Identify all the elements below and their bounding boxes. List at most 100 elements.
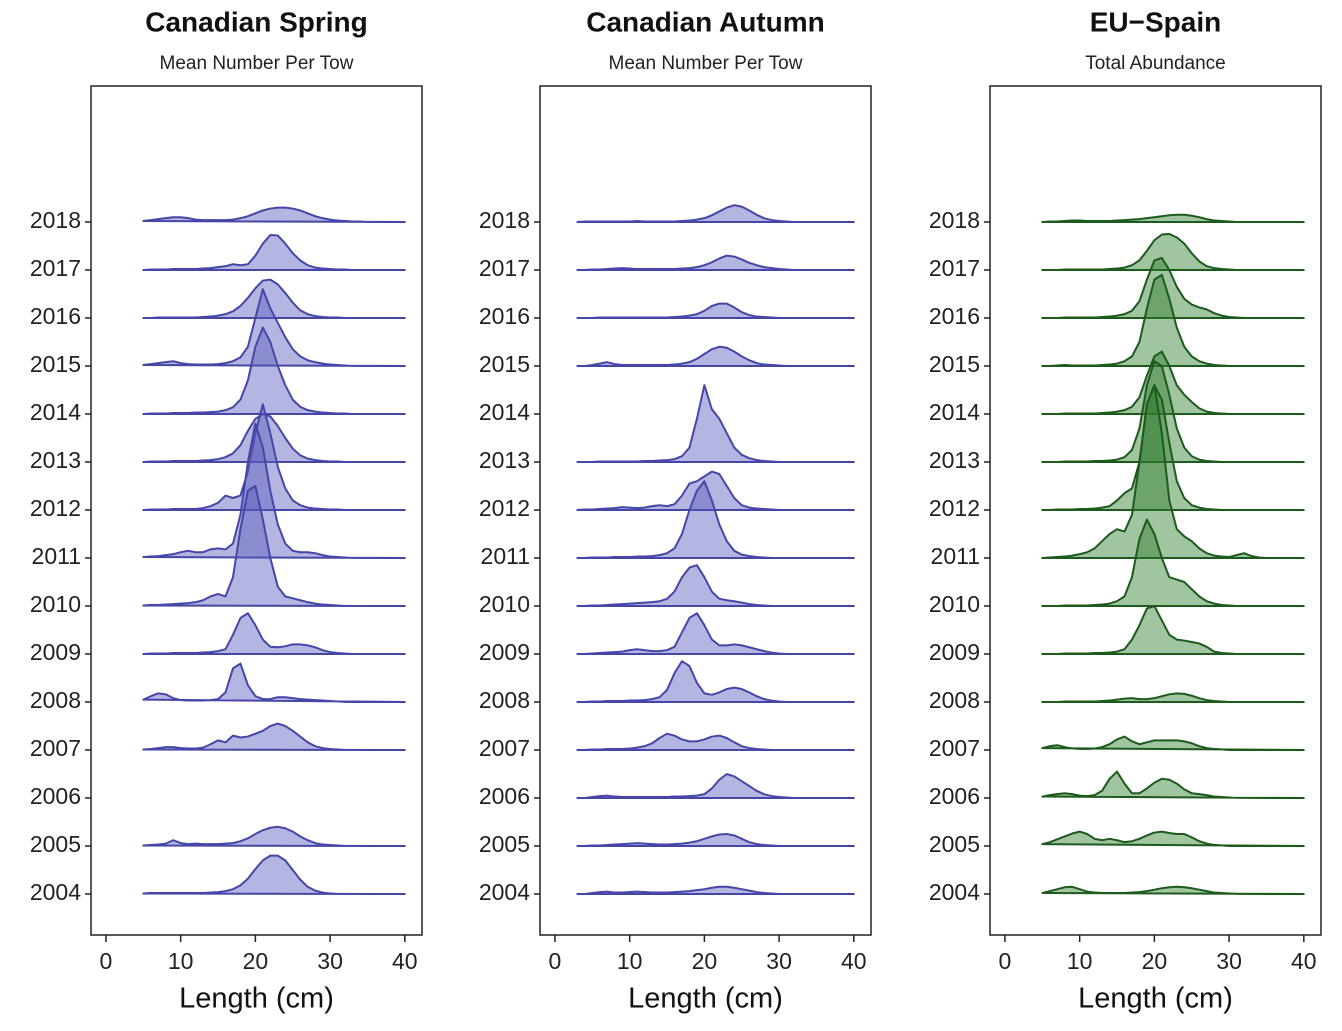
y-tick-label: 2017 xyxy=(479,255,530,281)
x-tick-label: 40 xyxy=(841,948,867,974)
y-tick-label: 2013 xyxy=(30,447,81,473)
ridge xyxy=(142,326,406,415)
ridge xyxy=(142,422,406,559)
y-tick-label: 2004 xyxy=(929,879,980,905)
y-tick-label: 2006 xyxy=(929,783,980,809)
ridge xyxy=(576,302,855,319)
ridge xyxy=(1041,350,1305,415)
x-tick-label: 40 xyxy=(392,948,418,974)
ridge xyxy=(142,825,406,847)
ridge xyxy=(1041,360,1305,463)
y-tick-label: 2009 xyxy=(479,639,530,665)
ridge xyxy=(142,233,406,271)
y-tick-label: 2005 xyxy=(479,831,530,857)
y-tick-label: 2017 xyxy=(30,255,81,281)
x-tick-label: 0 xyxy=(549,948,562,974)
ridge xyxy=(142,722,406,751)
x-tick-label: 0 xyxy=(100,948,113,974)
y-tick-label: 2018 xyxy=(30,207,81,233)
y-tick-label: 2009 xyxy=(30,639,81,665)
ridge xyxy=(576,254,855,271)
y-tick-label: 2008 xyxy=(30,687,81,713)
y-tick-label: 2008 xyxy=(929,687,980,713)
y-tick-label: 2011 xyxy=(931,543,980,569)
y-tick-label: 2006 xyxy=(30,783,81,809)
y-tick-label: 2011 xyxy=(32,543,81,569)
panel-title: EU−Spain xyxy=(1090,6,1221,37)
y-tick-label: 2013 xyxy=(929,447,980,473)
y-tick-label: 2007 xyxy=(929,735,980,761)
ridge xyxy=(576,885,855,895)
ridge xyxy=(1041,518,1305,607)
ridge xyxy=(1041,885,1305,895)
x-tick-label: 10 xyxy=(617,948,643,974)
ridge xyxy=(576,660,855,703)
ridge xyxy=(1041,384,1305,511)
x-axis-label: Length (cm) xyxy=(1078,983,1233,1015)
ridge xyxy=(1041,273,1305,367)
ridge xyxy=(576,480,855,559)
y-tick-label: 2010 xyxy=(479,591,530,617)
ridge xyxy=(142,403,406,511)
x-axis-label: Length (cm) xyxy=(628,983,783,1015)
ridge xyxy=(142,612,406,655)
y-tick-label: 2004 xyxy=(479,879,530,905)
y-tick-label: 2011 xyxy=(481,543,530,569)
y-tick-label: 2004 xyxy=(30,879,81,905)
y-tick-label: 2015 xyxy=(479,351,530,377)
panel-subtitle: Total Abundance xyxy=(1085,53,1226,74)
ridge xyxy=(1041,692,1305,703)
y-tick-label: 2016 xyxy=(929,303,980,329)
y-tick-label: 2016 xyxy=(479,303,530,329)
y-tick-label: 2012 xyxy=(30,495,81,521)
y-tick-label: 2005 xyxy=(30,831,81,857)
y-tick-label: 2016 xyxy=(30,303,81,329)
panel-subtitle: Mean Number Per Tow xyxy=(609,53,803,74)
y-tick-label: 2017 xyxy=(929,255,980,281)
y-tick-label: 2015 xyxy=(30,351,81,377)
x-tick-label: 20 xyxy=(243,948,269,974)
ridge xyxy=(576,345,855,367)
ridge xyxy=(576,470,855,511)
ridge xyxy=(142,288,406,367)
panel-title: Canadian Autumn xyxy=(586,6,825,37)
y-tick-label: 2007 xyxy=(30,735,81,761)
x-tick-label: 30 xyxy=(317,948,343,974)
y-tick-label: 2018 xyxy=(479,207,530,233)
ridge xyxy=(1041,830,1305,847)
ridge xyxy=(1041,233,1305,271)
y-tick-label: 2007 xyxy=(479,735,530,761)
x-tick-label: 40 xyxy=(1291,948,1317,974)
y-tick-label: 2006 xyxy=(479,783,530,809)
y-tick-label: 2013 xyxy=(479,447,530,473)
ridge xyxy=(576,204,855,223)
ridge xyxy=(1041,605,1305,655)
y-tick-label: 2008 xyxy=(479,687,530,713)
x-tick-label: 10 xyxy=(1067,948,1093,974)
y-tick-label: 2014 xyxy=(929,399,980,425)
x-tick-label: 10 xyxy=(168,948,194,974)
ridge xyxy=(142,413,406,463)
ridge xyxy=(142,662,406,703)
ridge xyxy=(1041,770,1305,799)
y-tick-label: 2012 xyxy=(479,495,530,521)
ridge xyxy=(576,773,855,799)
ridge xyxy=(142,206,406,223)
ridge xyxy=(1041,257,1305,319)
ridge xyxy=(1041,735,1305,751)
x-tick-label: 0 xyxy=(999,948,1012,974)
x-tick-label: 20 xyxy=(692,948,718,974)
y-tick-label: 2015 xyxy=(929,351,980,377)
x-axis-label: Length (cm) xyxy=(179,983,334,1015)
ridge xyxy=(576,612,855,655)
ridge xyxy=(1041,384,1305,559)
x-tick-label: 30 xyxy=(1216,948,1242,974)
ridge xyxy=(142,278,406,319)
y-tick-label: 2009 xyxy=(929,639,980,665)
y-tick-label: 2014 xyxy=(30,399,81,425)
y-tick-label: 2018 xyxy=(929,207,980,233)
x-tick-label: 20 xyxy=(1142,948,1168,974)
y-tick-label: 2010 xyxy=(929,591,980,617)
y-tick-label: 2012 xyxy=(929,495,980,521)
